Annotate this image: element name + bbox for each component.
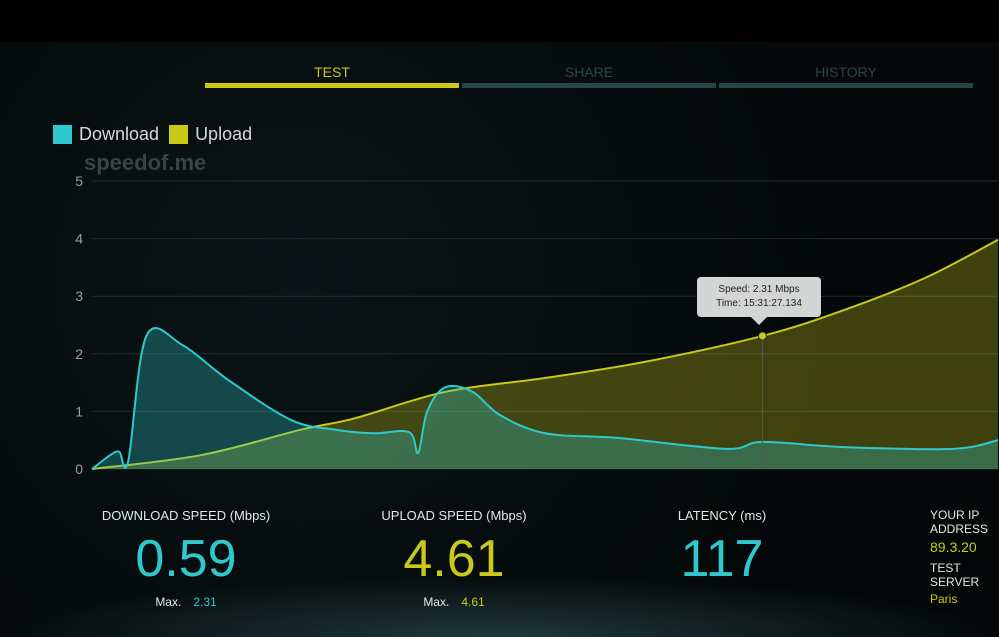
upload-label: UPLOAD SPEED (Mbps)	[381, 508, 527, 523]
y-tick-label: 5	[75, 173, 83, 189]
tab-share[interactable]: SHARE	[462, 64, 716, 88]
upload-line	[91, 238, 999, 470]
max-label: Max.	[155, 595, 182, 609]
server-label: TEST SERVER	[930, 561, 980, 589]
ip-value: 89.3.20	[930, 539, 977, 555]
top-bar	[0, 0, 999, 42]
download-line	[91, 327, 999, 470]
upload-area	[92, 239, 998, 469]
y-tick-label: 3	[75, 288, 83, 304]
tab-label: SHARE	[564, 64, 614, 80]
download-area	[92, 328, 998, 469]
download-stat: DOWNLOAD SPEED (Mbps) 0.59 Max. 2.31	[61, 508, 311, 609]
tab-label: TEST	[314, 64, 350, 80]
tab-indicator	[462, 83, 716, 88]
max-label: Max.	[423, 595, 450, 609]
ip-stat: YOUR IP ADDRESS 89.3.20 TEST SERVER Pari…	[930, 508, 998, 606]
download-swatch	[53, 125, 72, 144]
download-value: 0.59	[135, 530, 237, 588]
download-max: 2.31	[193, 595, 217, 609]
starfield-background	[0, 42, 999, 637]
tooltip-time: Time: 15:31:27.134	[716, 298, 802, 309]
ip-label: YOUR IP ADDRESS	[930, 508, 989, 536]
upload-max: 4.61	[461, 595, 485, 609]
legend-download: Download	[79, 124, 160, 144]
server-value: Paris	[930, 592, 958, 606]
y-tick-label: 1	[75, 403, 83, 419]
tab-test[interactable]: TEST	[205, 64, 459, 88]
latency-label: LATENCY (ms)	[677, 508, 767, 523]
tab-indicator	[205, 83, 459, 88]
y-tick-label: 0	[75, 461, 83, 477]
legend-upload: Upload	[195, 124, 253, 144]
tab-label: HISTORY	[815, 64, 877, 80]
download-label: DOWNLOAD SPEED (Mbps)	[101, 508, 271, 523]
latency-value: 117	[680, 530, 764, 588]
latency-stat: LATENCY (ms) 117	[597, 508, 847, 589]
chart-tooltip: Speed: 2.31 Mbps Time: 15:31:27.134	[697, 277, 821, 325]
tab-history[interactable]: HISTORY	[719, 64, 973, 88]
chart-legend: Download Upload	[53, 124, 252, 145]
y-tick-label: 2	[75, 346, 83, 362]
tooltip-speed: Speed: 2.31 Mbps	[718, 284, 800, 295]
y-tick-label: 4	[75, 231, 83, 247]
upload-swatch	[169, 125, 189, 144]
watermark-logo: speedof.me	[84, 150, 207, 175]
hover-point	[757, 331, 767, 341]
tab-indicator	[719, 83, 973, 88]
upload-stat: UPLOAD SPEED (Mbps) 4.61 Max. 4.61	[329, 508, 579, 609]
upload-value: 4.61	[403, 530, 505, 588]
